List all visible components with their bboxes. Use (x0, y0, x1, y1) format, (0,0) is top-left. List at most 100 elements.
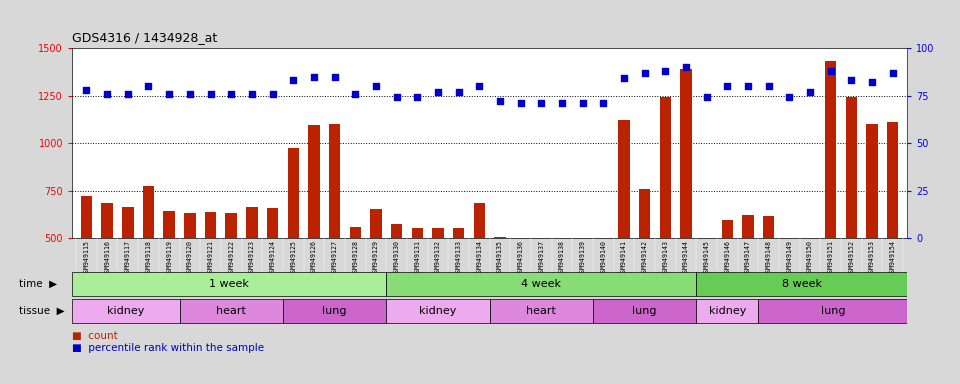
Text: GSM949133: GSM949133 (456, 240, 462, 276)
Point (265, 91, 280, 97)
Point (575, 100, 590, 106)
Point (244, 91, 259, 97)
Point (534, 100, 549, 106)
Text: time  ▶: time ▶ (19, 279, 58, 289)
Bar (72, 299, 180, 323)
Text: GSM949151: GSM949151 (828, 240, 833, 276)
Bar (412, 228, 423, 238)
Point (182, 91, 198, 97)
Bar (81, 196, 92, 238)
Point (864, 79, 879, 85)
Bar (618, 120, 630, 238)
Point (141, 83, 156, 89)
Text: GSM949136: GSM949136 (517, 240, 523, 276)
Text: GSM949132: GSM949132 (435, 240, 441, 276)
Bar (246, 207, 257, 238)
Text: GSM949138: GSM949138 (559, 240, 564, 276)
Text: GSM949147: GSM949147 (745, 240, 751, 276)
Bar (577, 238, 588, 240)
Point (781, 94, 797, 101)
Text: GSM949148: GSM949148 (766, 240, 772, 276)
Text: GSM949125: GSM949125 (290, 240, 297, 276)
Bar (758, 299, 907, 323)
Text: GSM949116: GSM949116 (104, 240, 110, 276)
Bar (536, 238, 547, 240)
Text: GDS4316 / 1434928_at: GDS4316 / 1434928_at (72, 31, 217, 44)
Bar (143, 186, 155, 238)
Point (720, 83, 735, 89)
Point (306, 73, 322, 79)
Point (430, 89, 445, 95)
Text: ■  percentile rank within the sample: ■ percentile rank within the sample (72, 343, 264, 353)
Bar (308, 125, 320, 238)
Point (885, 70, 900, 76)
Bar (72, 272, 386, 296)
Bar (184, 214, 196, 238)
Bar (453, 228, 465, 238)
Point (492, 98, 508, 104)
Text: GSM949145: GSM949145 (704, 240, 709, 276)
Bar (490, 299, 593, 323)
Point (224, 91, 239, 97)
Text: GSM949146: GSM949146 (725, 240, 731, 276)
Bar (639, 189, 650, 238)
Point (803, 89, 818, 95)
Bar (349, 227, 361, 238)
Point (389, 94, 404, 101)
Bar (515, 238, 526, 240)
Text: GSM949154: GSM949154 (890, 240, 896, 276)
Text: GSM949118: GSM949118 (146, 240, 152, 276)
Text: GSM949135: GSM949135 (497, 240, 503, 276)
Bar (494, 237, 506, 238)
Point (513, 100, 528, 106)
Text: heart: heart (216, 306, 246, 316)
Point (285, 77, 300, 83)
Point (203, 91, 218, 97)
Text: 8 week: 8 week (781, 279, 822, 289)
Point (679, 64, 694, 70)
Point (369, 83, 384, 89)
Bar (386, 272, 696, 296)
Text: GSM949134: GSM949134 (476, 240, 482, 276)
Point (844, 77, 859, 83)
Text: GSM949121: GSM949121 (207, 240, 213, 276)
Bar (763, 216, 775, 238)
Text: GSM949131: GSM949131 (415, 240, 420, 276)
Bar (696, 299, 758, 323)
Bar (681, 69, 692, 238)
Point (471, 83, 487, 89)
Bar (180, 299, 283, 323)
Point (100, 91, 115, 97)
Point (326, 73, 342, 79)
Text: GSM949137: GSM949137 (539, 240, 544, 276)
Bar (701, 238, 712, 240)
Text: heart: heart (526, 306, 556, 316)
Bar (391, 224, 402, 238)
Text: GSM949124: GSM949124 (270, 240, 276, 276)
Point (740, 83, 756, 89)
Point (823, 68, 838, 74)
Text: ■  count: ■ count (72, 331, 118, 341)
Bar (598, 238, 609, 240)
Bar (593, 299, 696, 323)
Bar (846, 98, 857, 238)
Text: kidney: kidney (108, 306, 144, 316)
Point (699, 94, 714, 101)
Text: GSM949115: GSM949115 (84, 240, 89, 276)
Text: GSM949123: GSM949123 (249, 240, 254, 276)
Text: GSM949119: GSM949119 (166, 240, 172, 276)
Bar (283, 299, 386, 323)
Bar (371, 209, 381, 238)
Bar (696, 272, 907, 296)
Point (616, 75, 632, 81)
Bar (722, 220, 733, 238)
Bar (556, 238, 567, 239)
Point (637, 70, 653, 76)
Text: GSM949140: GSM949140 (600, 240, 607, 276)
Text: GSM949152: GSM949152 (849, 240, 854, 276)
Bar (122, 207, 133, 238)
Bar (660, 98, 671, 238)
Point (161, 91, 177, 97)
Bar (473, 203, 485, 238)
Point (120, 91, 135, 97)
